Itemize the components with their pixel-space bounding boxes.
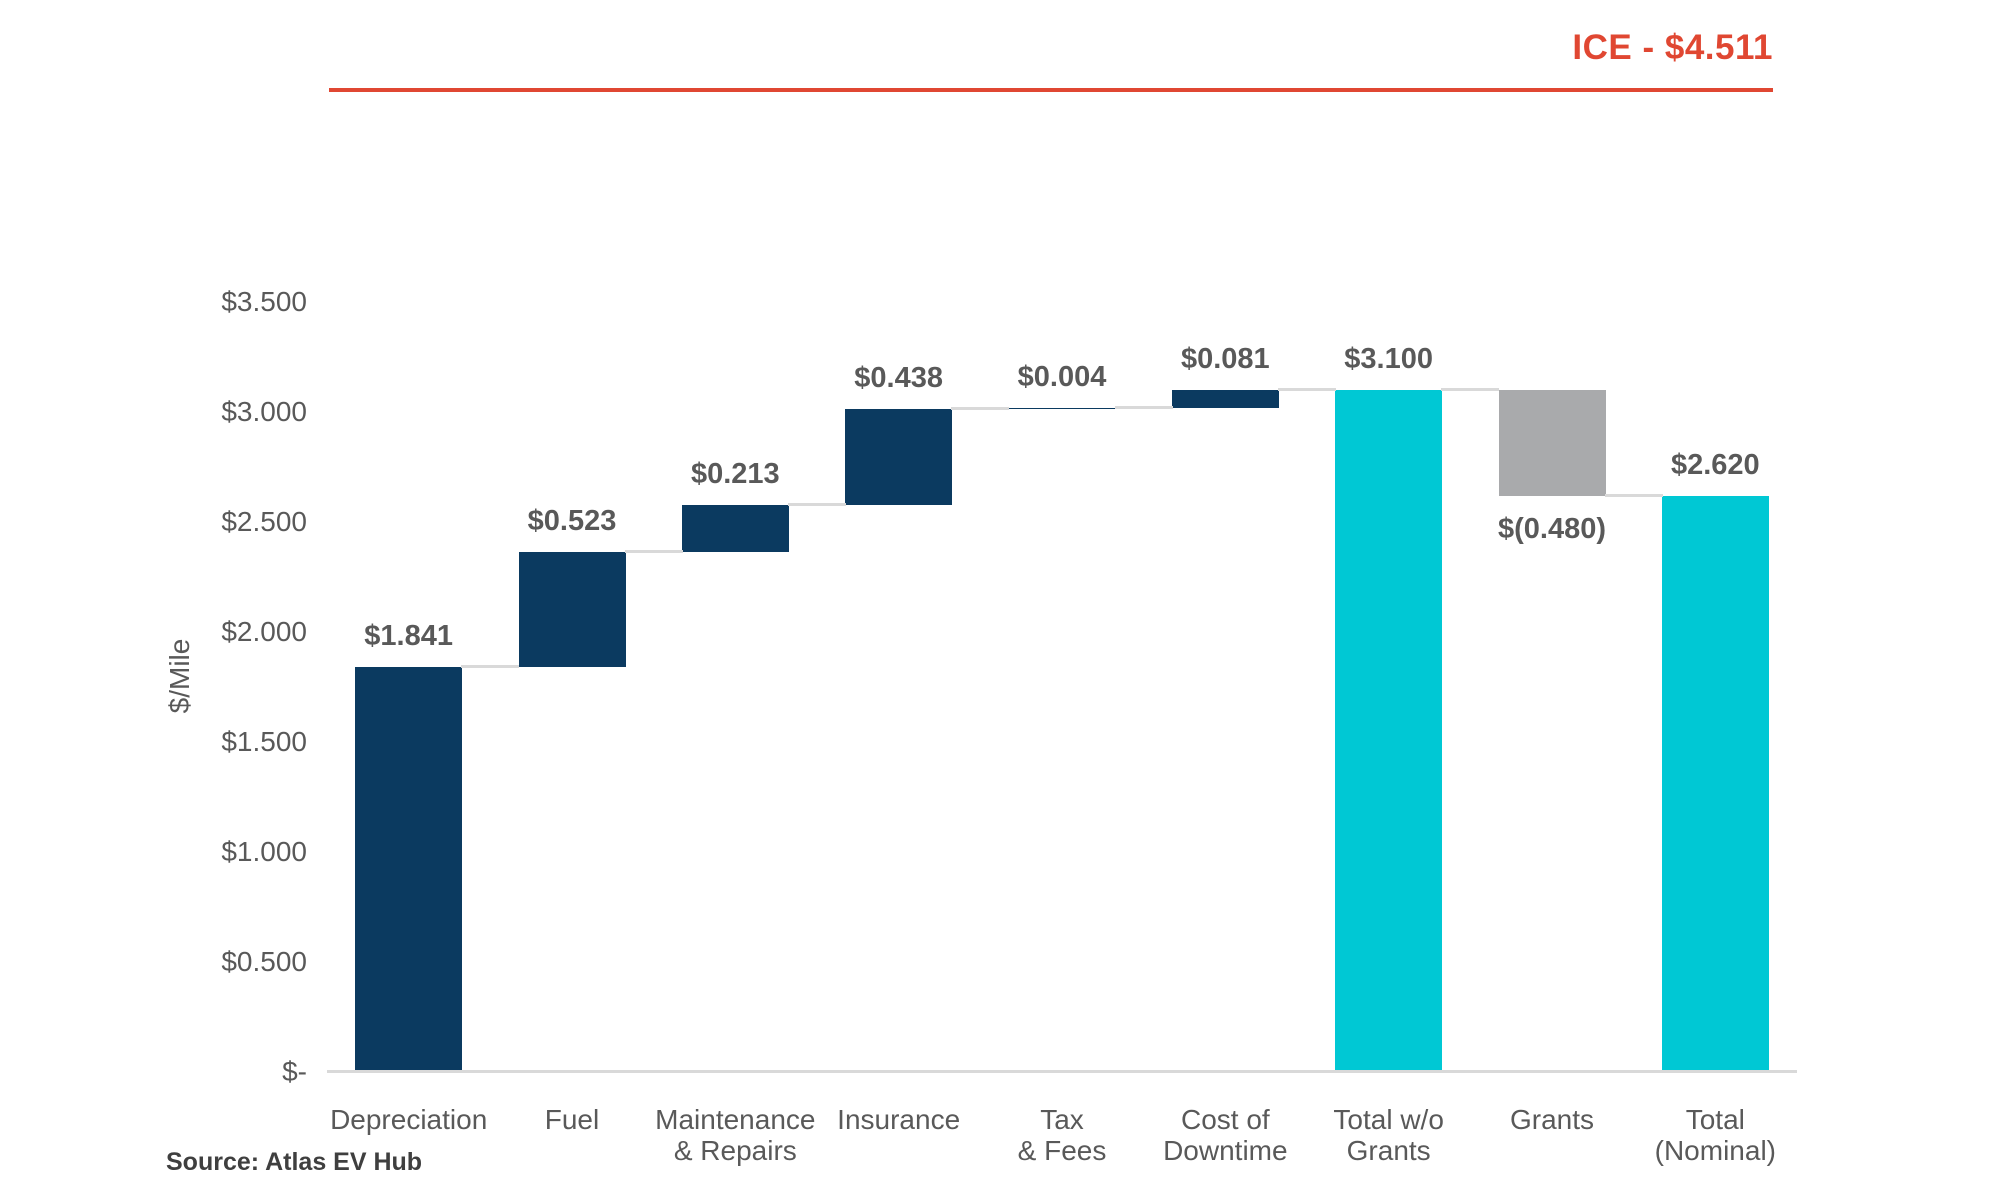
bar-value-label: $0.213	[690, 458, 780, 491]
step-connector	[1277, 388, 1337, 391]
y-tick-label: $1.000	[221, 836, 307, 867]
bar-fuel	[518, 551, 626, 667]
ice-reference-line	[329, 88, 1773, 92]
bar-maintenance-repairs	[681, 505, 789, 552]
category-label: Maintenance & Repairs	[655, 1104, 816, 1166]
ice-reference-label: ICE - $4.511	[1572, 28, 1773, 67]
bar-value-label: $1.841	[364, 619, 453, 652]
category-label: Fuel	[544, 1104, 600, 1135]
category-label: Cost of Downtime	[1163, 1104, 1288, 1166]
step-connector	[1604, 493, 1663, 497]
step-connector	[1114, 405, 1173, 409]
y-tick-label: $3.000	[221, 396, 307, 427]
x-axis-line	[327, 1070, 1797, 1073]
bar-value-label: $0.081	[1180, 343, 1270, 375]
y-tick-label: $0.500	[221, 946, 307, 977]
category-label: Total w/o Grants	[1333, 1104, 1444, 1166]
bar-value-label: $2.620	[1670, 448, 1760, 481]
y-tick-label: $-	[282, 1056, 307, 1087]
category-label: Total (Nominal)	[1654, 1104, 1776, 1166]
bar-depreciation	[355, 666, 463, 1072]
step-connector	[1441, 388, 1500, 391]
y-axis-title: $/Mile	[164, 638, 195, 714]
bar-value-label: $0.523	[527, 504, 617, 537]
category-label: Depreciation	[330, 1104, 488, 1135]
step-connector	[787, 503, 847, 507]
bar-value-label: $(0.480)	[1497, 512, 1606, 545]
bar-value-label: $3.100	[1344, 343, 1433, 375]
y-tick-label: $2.500	[221, 506, 307, 537]
bar-tax-fees	[1008, 407, 1116, 410]
step-connector	[461, 664, 520, 668]
source-note: Source: Atlas EV Hub	[166, 1148, 423, 1176]
y-tick-label: $3.500	[221, 286, 307, 317]
step-connector	[624, 549, 683, 553]
category-label: Insurance	[837, 1104, 961, 1135]
bar-cost-of-downtime	[1171, 390, 1279, 408]
category-label: Grants	[1509, 1104, 1594, 1135]
y-tick-label: $1.500	[221, 726, 307, 757]
category-label: Tax & Fees	[1017, 1104, 1107, 1166]
bar-total-nominal	[1661, 495, 1769, 1072]
bar-value-label: $0.438	[854, 361, 943, 394]
y-tick-label: $2.000	[221, 616, 307, 647]
bar-total-w-o-grants	[1335, 390, 1443, 1072]
step-connector	[951, 406, 1010, 410]
bar-value-label: $0.004	[1017, 360, 1107, 393]
bar-grants	[1498, 390, 1606, 496]
bar-insurance	[845, 408, 953, 506]
